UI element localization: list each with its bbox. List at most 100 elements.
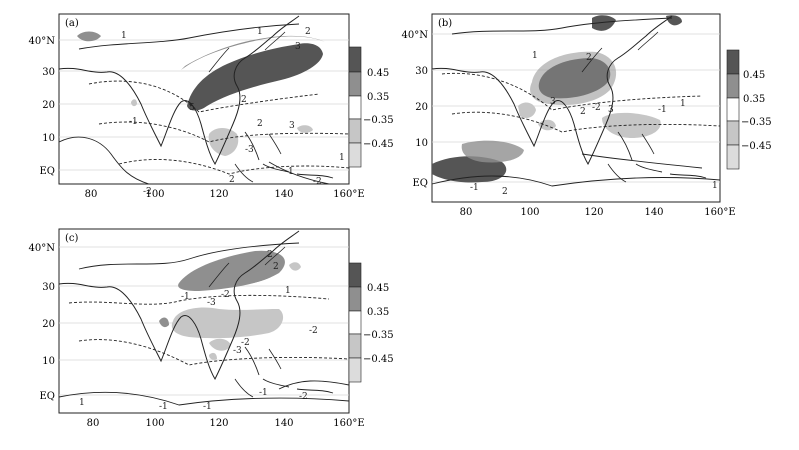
colorbar-tick: −0.45 [363, 139, 394, 150]
contours [431, 17, 721, 187]
contour-label: 1 [339, 153, 345, 163]
lat-label: 10 [42, 133, 55, 144]
lon-label: 160°E [704, 207, 735, 218]
colorbar-tick: 0.35 [367, 307, 389, 318]
lat-label: 40°N [402, 30, 429, 41]
lat-label: 20 [415, 102, 428, 113]
lat-label: 20 [42, 319, 55, 330]
lon-label: 140 [644, 207, 663, 218]
contour-labels: 2 2 -1 -2 -3 1 -2 -2 -3 1 -1 -1 -1 -2 [79, 250, 318, 412]
contour-label: -2 [143, 187, 152, 197]
contour-label: -3 [245, 145, 254, 155]
contour-label: -2 [241, 338, 250, 348]
contour-labels: 1 2 3 2 -2 3 -1 1 -1 2 1 [470, 51, 718, 197]
contour-label: 1 [79, 398, 85, 408]
lon-labels: 80 100 120 140 160°E [87, 418, 365, 429]
contour-label: 2 [229, 175, 235, 185]
contour-label: 2 [241, 95, 247, 105]
colorbar-tick: 0.35 [743, 94, 765, 105]
lat-label: 10 [42, 356, 55, 367]
lat-label: 40°N [29, 243, 56, 254]
contour-label: -2 [309, 326, 318, 336]
colorbar-tick: −0.35 [741, 117, 772, 128]
lat-label: EQ [40, 391, 56, 402]
lat-label: 10 [415, 138, 428, 149]
contour-label: 2 [305, 27, 311, 37]
contour-label: 3 [289, 121, 295, 131]
colorbar-c: 0.45 0.35 −0.35 −0.45 [348, 262, 394, 383]
contour-label: -2 [313, 177, 322, 187]
contour-label: 1 [712, 181, 718, 191]
lat-label: 30 [42, 67, 55, 78]
contours [58, 23, 350, 185]
lon-label: 80 [460, 207, 473, 218]
contour-label: -1 [285, 167, 294, 177]
contour-label: 3 [608, 105, 614, 115]
lon-labels: 80 100 120 140 160°E [85, 189, 365, 200]
contour-label: -1 [159, 402, 168, 412]
contour-label: 2 [257, 119, 263, 129]
contour-label: -1 [129, 117, 138, 127]
contour-label: 2 [273, 262, 279, 272]
lon-label: 100 [145, 418, 164, 429]
contour-label: 5 [189, 103, 195, 113]
lon-label: 80 [85, 189, 98, 200]
contour-label: 1 [532, 51, 538, 61]
colorbar-tick: −0.35 [363, 330, 394, 341]
shaded-regions [77, 31, 325, 156]
lat-label: EQ [413, 178, 429, 189]
contour-label: -1 [259, 388, 268, 398]
contour-label: 3 [295, 42, 301, 52]
colorbar-tick: 0.45 [367, 283, 389, 294]
contour-label: -1 [203, 402, 212, 412]
lat-labels: 40°N 30 20 10 EQ [29, 36, 56, 177]
contour-label: -3 [233, 346, 242, 356]
colorbar-tick: −0.35 [363, 115, 394, 126]
colorbar-b: 0.45 0.35 −0.35 −0.45 [726, 49, 772, 170]
contour-label: 3 [550, 97, 556, 107]
lon-label: 80 [87, 418, 100, 429]
panel-label: (a) [65, 18, 79, 29]
contour-label: -1 [658, 105, 667, 115]
lon-label: 100 [520, 207, 539, 218]
colorbar-tick: −0.45 [741, 141, 772, 152]
contour-labels: 1 1 3 2 5 2 2 3 -3 -2 1 -1 -2 2 -1 [121, 27, 345, 197]
contour-label: 1 [285, 286, 291, 296]
lon-label: 100 [145, 189, 164, 200]
contours [58, 242, 350, 406]
lat-labels: 40°N 30 20 10 EQ [29, 243, 56, 402]
contour-label: 2 [586, 53, 592, 63]
lon-label: 160°E [333, 189, 364, 200]
lon-label: 160°E [333, 418, 364, 429]
lon-label: 140 [274, 418, 293, 429]
colorbar-tick: 0.35 [367, 92, 389, 103]
lat-label: 20 [42, 100, 55, 111]
lon-label: 120 [209, 418, 228, 429]
lat-label: EQ [40, 166, 56, 177]
contour-label: -2 [299, 392, 308, 402]
lat-label: 30 [415, 66, 428, 77]
shaded-regions [432, 15, 682, 183]
lat-label: 40°N [29, 36, 56, 47]
lon-label: 140 [274, 189, 293, 200]
contour-label: 1 [121, 31, 127, 41]
colorbar-tick: −0.45 [363, 354, 394, 365]
contour-label: -2 [592, 103, 601, 113]
contour-label: -1 [470, 183, 479, 193]
colorbar-a: 0.45 0.35 −0.35 −0.45 [348, 46, 394, 168]
colorbar-tick: 0.45 [743, 70, 765, 81]
lon-label: 120 [209, 189, 228, 200]
contour-label: -3 [207, 298, 216, 308]
contour-label: 1 [257, 27, 263, 37]
contour-label: 1 [680, 99, 686, 109]
panel-label: (c) [65, 233, 79, 244]
lat-label: 30 [42, 282, 55, 293]
contour-label: 2 [267, 250, 273, 260]
panel-c: 2 2 -1 -2 -3 1 -2 -2 -3 1 -1 -1 -1 -2 (c… [29, 228, 365, 429]
lon-label: 120 [584, 207, 603, 218]
panel-a: 1 1 3 2 5 2 2 3 -3 -2 1 -1 -2 2 -1 (a) 4… [29, 13, 365, 200]
panel-label: (b) [438, 18, 452, 29]
contour-label: -1 [181, 292, 190, 302]
contour-label: 2 [580, 107, 586, 117]
panel-b: 1 2 3 2 -2 3 -1 1 -1 2 1 (b) 40°N 30 20 … [402, 13, 736, 218]
